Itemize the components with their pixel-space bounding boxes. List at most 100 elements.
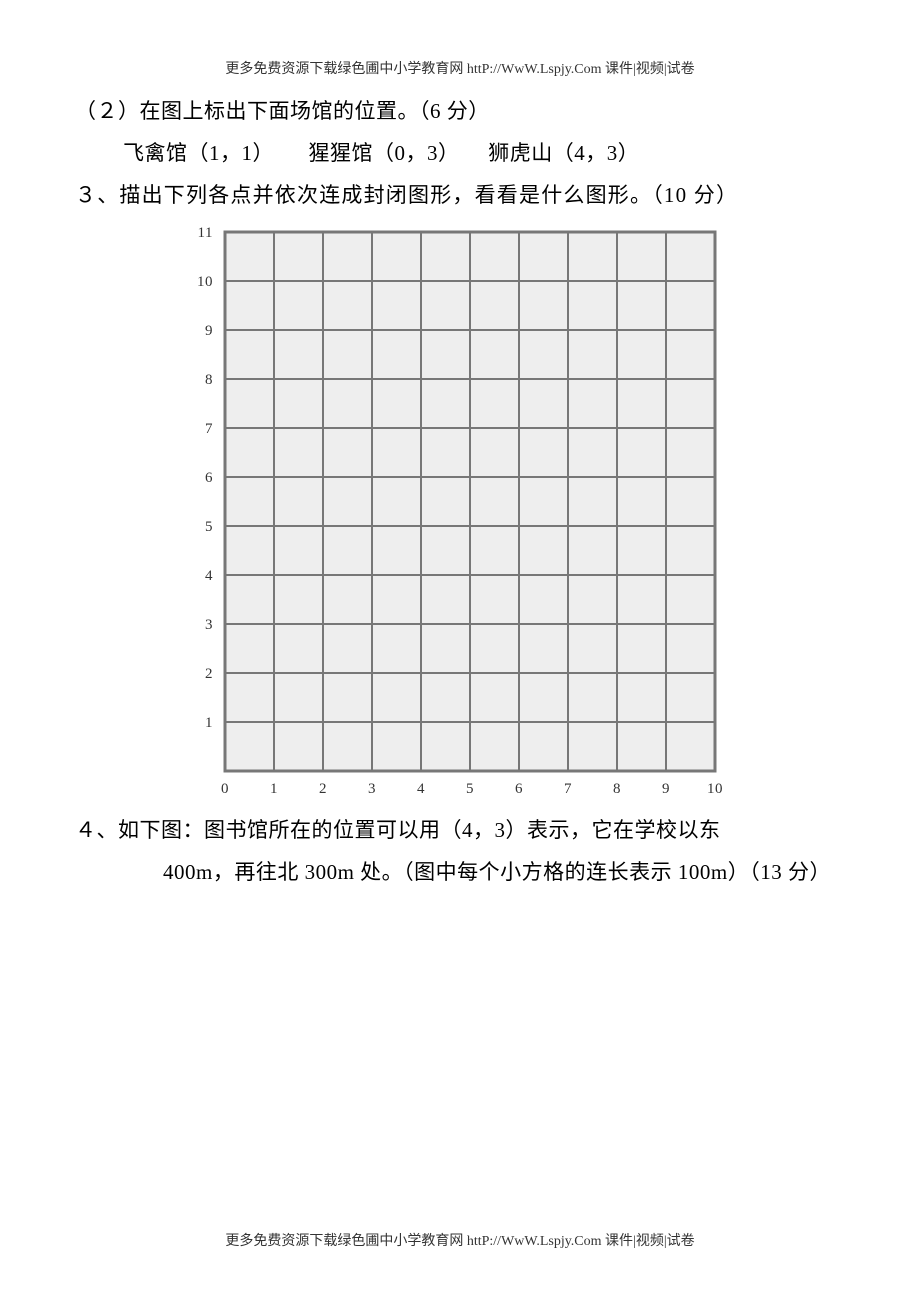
footer-text: 更多免费资源下载绿色圃中小学教育网 httP://WwW.Lspjy.Com 课… — [225, 1234, 694, 1249]
grid-cell — [569, 723, 616, 770]
x-tick-label: 2 — [319, 781, 327, 797]
q2-items-text: 飞禽馆（1，1） 猩猩馆（0，3） 狮虎山（4，3） — [123, 141, 639, 165]
grid-cell — [373, 723, 420, 770]
grid-cell — [275, 674, 322, 721]
grid-cell — [471, 527, 518, 574]
grid-cell — [520, 282, 567, 329]
grid-cell — [373, 380, 420, 427]
content-area: （２）在图上标出下面场馆的位置。（6 分） 飞禽馆（1，1） 猩猩馆（0，3） … — [75, 90, 855, 893]
grid-cell — [618, 380, 665, 427]
grid-cell — [422, 478, 469, 525]
grid-cell — [324, 674, 371, 721]
q4-line1: ４、如下图：图书馆所在的位置可以用（4，3）表示，它在学校以东 — [75, 809, 855, 851]
y-tick-label: 10 — [197, 274, 213, 290]
grid-cell — [324, 527, 371, 574]
y-tick-label: 1 — [205, 715, 213, 731]
grid-cell — [569, 380, 616, 427]
grid-cell — [471, 674, 518, 721]
grid-cell — [569, 282, 616, 329]
grid-cell — [667, 331, 714, 378]
grid-cell — [471, 723, 518, 770]
grid-cell — [422, 723, 469, 770]
y-tick-label: 8 — [205, 372, 213, 388]
page-footer: 更多免费资源下载绿色圃中小学教育网 httP://WwW.Lspjy.Com 课… — [0, 1230, 920, 1250]
page-header: 更多免费资源下载绿色圃中小学教育网 httP://WwW.Lspjy.Com 课… — [0, 58, 920, 78]
grid-cell — [569, 429, 616, 476]
grid-cell — [275, 625, 322, 672]
grid-cell — [373, 233, 420, 280]
q4-line2: 400m，再往北 300m 处。（图中每个小方格的连长表示 100m）（13 分… — [75, 851, 855, 893]
q2-sub-line: （２）在图上标出下面场馆的位置。（6 分） — [75, 90, 855, 132]
grid-cell — [618, 625, 665, 672]
grid-cell — [618, 233, 665, 280]
grid-cell — [422, 233, 469, 280]
grid-cell — [667, 233, 714, 280]
y-tick-label: 11 — [198, 225, 213, 241]
grid-cell — [226, 576, 273, 623]
x-tick-label: 7 — [564, 781, 572, 797]
grid-cell — [520, 233, 567, 280]
x-tick-label: 5 — [466, 781, 474, 797]
q3-line: ３、描出下列各点并依次连成封闭图形，看看是什么图形。（10 分） — [75, 174, 855, 216]
grid-cell — [667, 380, 714, 427]
grid-cell — [275, 576, 322, 623]
grid-cell — [667, 478, 714, 525]
grid-cell — [520, 527, 567, 574]
grid-cell — [324, 478, 371, 525]
grid-cell — [667, 674, 714, 721]
q4-l1-text: ４、如下图：图书馆所在的位置可以用（4，3）表示，它在学校以东 — [75, 818, 721, 842]
grid-cell — [324, 380, 371, 427]
grid-cell — [667, 723, 714, 770]
grid-cell — [422, 674, 469, 721]
grid-cell — [618, 723, 665, 770]
y-tick-label: 5 — [205, 519, 213, 535]
grid-cell — [324, 723, 371, 770]
grid-cell — [373, 429, 420, 476]
grid-cell — [275, 429, 322, 476]
grid-cell — [618, 429, 665, 476]
grid-cell — [471, 576, 518, 623]
grid-cell — [275, 331, 322, 378]
grid-cell — [226, 429, 273, 476]
grid-cell — [569, 233, 616, 280]
grid-cell — [373, 527, 420, 574]
grid-cell — [275, 282, 322, 329]
grid-cell — [373, 625, 420, 672]
grid-cell — [275, 723, 322, 770]
grid-cell — [226, 625, 273, 672]
grid-cell — [667, 576, 714, 623]
y-tick-label: 4 — [205, 568, 213, 584]
grid-cell — [520, 380, 567, 427]
grid-cell — [422, 331, 469, 378]
grid-cell — [324, 576, 371, 623]
grid-cell — [471, 478, 518, 525]
grid-cell — [471, 282, 518, 329]
grid-cell — [422, 527, 469, 574]
q2-sub-text: （２）在图上标出下面场馆的位置。（6 分） — [75, 99, 490, 123]
grid-cell — [226, 331, 273, 378]
grid-cell — [520, 723, 567, 770]
grid-cell — [373, 282, 420, 329]
y-tick-label: 6 — [205, 470, 213, 486]
y-tick-label: 3 — [205, 617, 213, 633]
grid-chart-container: 0123456789101234567891011 — [185, 222, 855, 801]
grid-chart: 0123456789101234567891011 — [185, 222, 725, 801]
grid-cell — [226, 723, 273, 770]
grid-cell — [324, 625, 371, 672]
grid-cell — [422, 380, 469, 427]
grid-cell — [373, 674, 420, 721]
grid-cell — [422, 282, 469, 329]
grid-cell — [226, 282, 273, 329]
header-text: 更多免费资源下载绿色圃中小学教育网 httP://WwW.Lspjy.Com 课… — [225, 62, 694, 77]
grid-cell — [275, 527, 322, 574]
grid-cell — [667, 282, 714, 329]
grid-cell — [226, 233, 273, 280]
grid-cell — [324, 282, 371, 329]
grid-cell — [618, 527, 665, 574]
grid-cell — [275, 380, 322, 427]
x-tick-label: 4 — [417, 781, 425, 797]
grid-cell — [226, 674, 273, 721]
grid-cell — [324, 429, 371, 476]
x-tick-label: 10 — [707, 781, 723, 797]
grid-cell — [324, 331, 371, 378]
